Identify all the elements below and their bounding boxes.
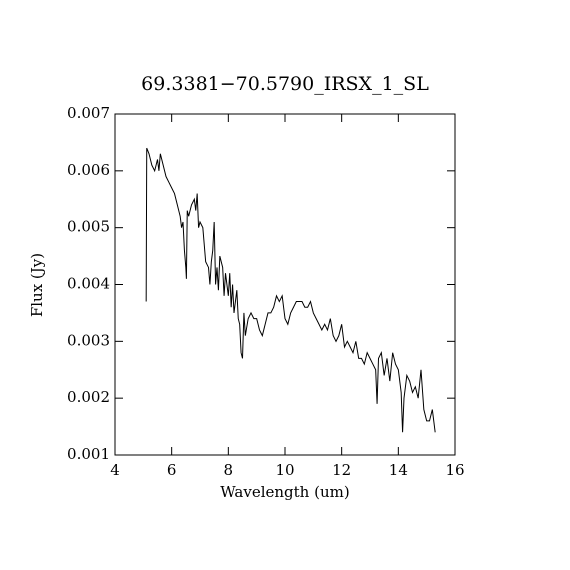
y-tick-label: 0.003 bbox=[67, 331, 110, 349]
y-tick-label: 0.007 bbox=[67, 104, 110, 122]
x-tick-label: 8 bbox=[224, 461, 234, 479]
chart-title: 69.3381−70.5790_IRSX_1_SL bbox=[141, 73, 429, 95]
y-tick-label: 0.006 bbox=[67, 161, 110, 179]
y-axis-label: Flux (Jy) bbox=[28, 253, 46, 317]
x-axis-label: Wavelength (um) bbox=[220, 483, 349, 501]
x-tick-label: 12 bbox=[332, 461, 351, 479]
x-tick-label: 6 bbox=[167, 461, 177, 479]
spectrum-line bbox=[145, 147, 436, 433]
x-tick-label: 10 bbox=[275, 461, 294, 479]
y-tick-label: 0.002 bbox=[67, 388, 110, 406]
y-tick-label: 0.004 bbox=[67, 275, 110, 293]
x-tick-label: 14 bbox=[389, 461, 408, 479]
x-tick-label: 4 bbox=[110, 461, 120, 479]
x-tick-label: 16 bbox=[445, 461, 464, 479]
y-tick-label: 0.005 bbox=[67, 218, 110, 236]
y-tick-label: 0.001 bbox=[67, 445, 110, 463]
